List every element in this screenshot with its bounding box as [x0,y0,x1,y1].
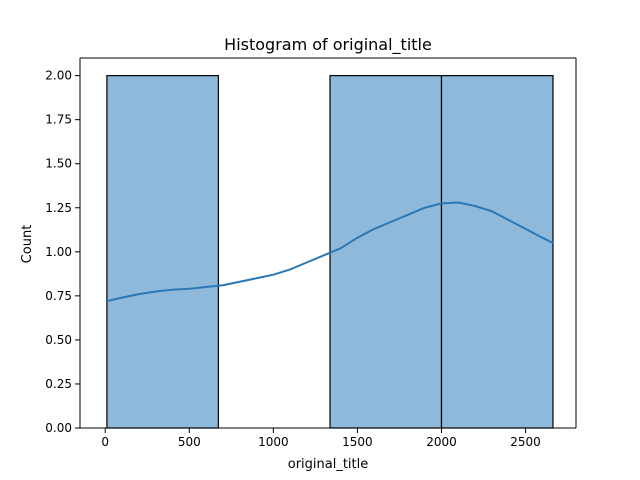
y-tick-label-4: 1.00 [45,245,72,259]
y-tick-label-3: 0.75 [45,289,72,303]
axes-layer: 0 500 1000 1500 2000 2500 0.00 0.25 0.50 0.75 1.00… [45,57,577,449]
x-tick-label-1: 500 [178,435,201,449]
x-tick-label-2: 1000 [258,435,289,449]
y-axis-label: Count [20,225,35,264]
chart-title: Histogram of original_title [224,35,432,55]
kde-line [106,201,554,303]
y-tick-label-6: 1.50 [45,157,72,171]
y-tick-label-5: 1.25 [45,201,72,215]
y-tick-label-1: 0.25 [45,377,72,391]
bars-layer [106,75,554,429]
x-tick-label-5: 2500 [510,435,541,449]
histogram-bar-0 [106,75,219,429]
x-tick-label-4: 2000 [426,435,457,449]
y-tick-label-0: 0.00 [45,421,72,435]
histogram-bar-3 [440,75,554,429]
histogram-bar-2 [329,75,443,429]
kde-layer [106,201,554,303]
y-tick-label-7: 1.75 [45,113,72,127]
y-tick-label-8: 2.00 [45,69,72,83]
y-tick-label-2: 0.50 [45,333,72,347]
x-tick-label-0: 0 [101,435,109,449]
x-tick-label-3: 1500 [342,435,373,449]
x-axis-label: original_title [288,457,369,472]
